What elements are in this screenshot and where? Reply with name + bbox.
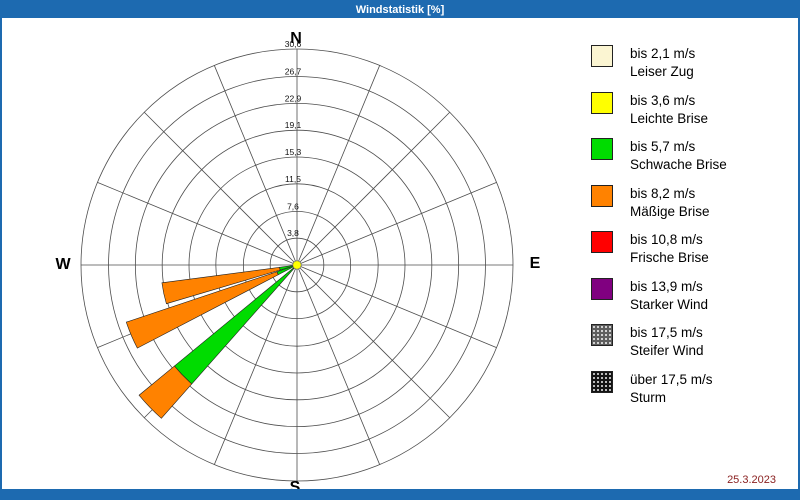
wind-speed-legend: bis 2,1 m/s Leiser Zug bis 3,6 m/s Leichte… xyxy=(591,45,791,417)
legend-speed-label: bis 8,2 m/s xyxy=(630,185,696,201)
legend-name-label: Schwache Brise xyxy=(630,157,727,172)
grid-spoke xyxy=(213,264,298,465)
ring-value-label: 26,7 xyxy=(285,67,302,77)
legend-swatch xyxy=(591,324,613,346)
legend-swatch xyxy=(591,370,613,393)
grid-spoke xyxy=(296,264,497,349)
compass-west-label: W xyxy=(55,256,71,273)
legend-swatch xyxy=(591,231,613,253)
legend-swatch xyxy=(591,277,613,300)
grid-spoke xyxy=(296,111,451,266)
window-title: Windstatistik [%] xyxy=(355,4,445,16)
grid-spoke xyxy=(296,181,497,266)
legend-name-label: Frische Brise xyxy=(630,250,709,265)
bottom-bar xyxy=(2,489,798,498)
wind-rose-bar-segment xyxy=(138,365,193,419)
compass-east-label: E xyxy=(529,255,541,272)
legend-speed-label: bis 17,5 m/s xyxy=(630,325,703,340)
legend-item: über 17,5 m/s Sturm xyxy=(591,370,791,418)
legend-speed-label: bis 10,8 m/s xyxy=(630,232,703,247)
legend-item: bis 17,5 m/s Steifer Wind xyxy=(591,324,791,371)
legend-swatch xyxy=(591,138,613,160)
grid-spoke xyxy=(296,264,451,419)
ring-value-label: 7,6 xyxy=(287,201,299,211)
calm-marker xyxy=(292,260,302,270)
legend-item: bis 5,7 m/s Schwache Brise xyxy=(591,138,791,185)
ring-value-label: 11,5 xyxy=(285,174,301,184)
legend-item: bis 13,9 m/s Starker Wind xyxy=(591,277,791,325)
legend-item: bis 8,2 m/s Mäßige Brise xyxy=(591,184,791,232)
legend-name-label: Steifer Wind xyxy=(630,343,704,358)
title-bar: Windstatistik [%] xyxy=(2,2,798,18)
wind-rose-bar-segment xyxy=(125,271,279,349)
legend-item: bis 3,6 m/s Leichte Brise xyxy=(591,91,791,139)
ring-value-label: 22,9 xyxy=(285,93,302,103)
legend-item: bis 10,8 m/s Frische Brise xyxy=(591,231,791,278)
grid-spoke xyxy=(296,65,381,266)
grid-spoke xyxy=(97,181,298,266)
legend-speed-label: bis 5,7 m/s xyxy=(630,139,696,154)
legend-name-label: Sturm xyxy=(630,389,667,405)
legend-name-label: Leiser Zug xyxy=(630,64,694,79)
legend-name-label: Leichte Brise xyxy=(630,110,709,126)
compass-south-label: S xyxy=(289,479,301,496)
legend-swatch xyxy=(591,184,613,207)
ring-value-label: 19,1 xyxy=(285,120,302,130)
date-label: 25.3.2023 xyxy=(727,474,776,486)
compass-north-label: N xyxy=(290,30,302,47)
ring-value-label: 30,6 xyxy=(285,39,302,49)
legend-swatch xyxy=(591,45,613,67)
ring-value-label: 3,8 xyxy=(287,228,299,238)
legend-item: bis 2,1 m/s Leiser Zug xyxy=(591,45,791,92)
legend-name-label: Starker Wind xyxy=(630,296,709,312)
legend-speed-label: bis 2,1 m/s xyxy=(630,46,696,61)
legend-swatch xyxy=(591,91,613,114)
legend-speed-label: bis 13,9 m/s xyxy=(630,278,703,294)
wind-rose-bar-segment xyxy=(161,266,281,305)
legend-speed-label: über 17,5 m/s xyxy=(630,371,713,387)
grid-spoke xyxy=(143,111,298,266)
grid-spoke xyxy=(296,264,381,465)
ring-value-label: 15,3 xyxy=(285,147,302,157)
legend-name-label: Mäßige Brise xyxy=(630,203,710,219)
grid-spoke xyxy=(213,65,298,266)
legend-speed-label: bis 3,6 m/s xyxy=(630,92,696,108)
